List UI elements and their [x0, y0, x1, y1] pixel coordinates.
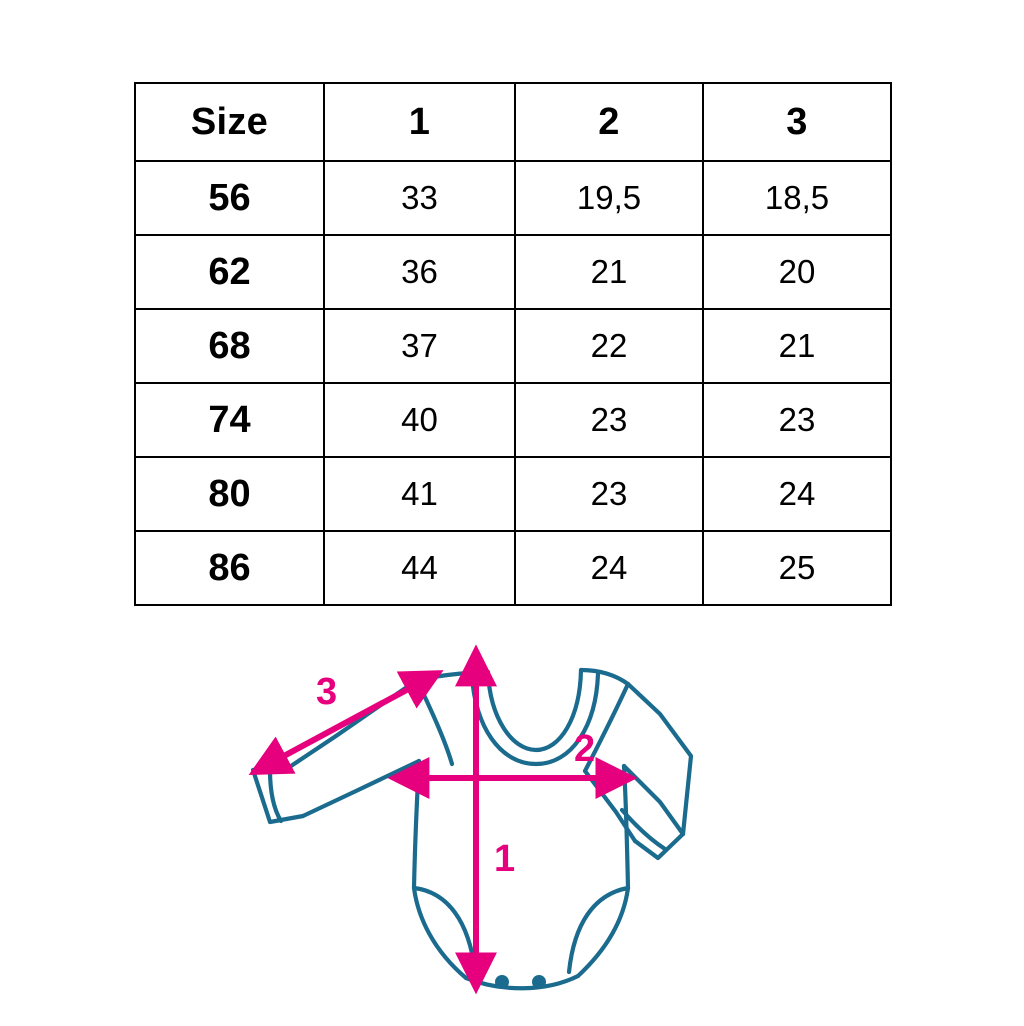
cell-measure-1: 44	[323, 530, 516, 606]
cell-measure-3: 24	[702, 456, 892, 532]
cell-measure-2: 24	[514, 530, 704, 606]
cell-measure-2: 19,5	[514, 160, 704, 236]
cell-size: 80	[134, 456, 325, 532]
cell-size: 68	[134, 308, 325, 384]
table-row: 62 36 21 20	[134, 234, 892, 310]
snap-buttons	[495, 975, 546, 989]
right-shoulder-top	[578, 667, 631, 687]
table-row: 56 33 19,5 18,5	[134, 160, 892, 236]
crotch-bottom-edge	[463, 973, 581, 991]
measure-label-chest: 2	[574, 728, 595, 770]
size-table-container: Size 1 2 3 56 33 19,5 18,5 62 36 21 20	[134, 82, 892, 606]
cell-measure-2: 22	[514, 308, 704, 384]
cell-size: 56	[134, 160, 325, 236]
body-left-side	[411, 758, 422, 891]
left-leg-opening-outer	[411, 885, 469, 981]
cell-measure-2: 23	[514, 456, 704, 532]
cell-measure-3: 25	[702, 530, 892, 606]
cell-size: 74	[134, 382, 325, 458]
bodysuit-outline	[250, 667, 694, 991]
cell-measure-3: 23	[702, 382, 892, 458]
cell-measure-3: 18,5	[702, 160, 892, 236]
garment-measurement-diagram: 1 2 3	[236, 626, 716, 1026]
left-sleeve-under-edge	[300, 758, 422, 819]
cell-measure-2: 21	[514, 234, 704, 310]
right-cuff-fold	[619, 807, 668, 852]
cell-size: 86	[134, 530, 325, 606]
cell-measure-1: 40	[323, 382, 516, 458]
measure-label-length: 1	[494, 838, 515, 880]
left-cuff-fold	[267, 767, 284, 824]
left-raglan-seam	[414, 677, 455, 767]
table-row: 68 37 22 21	[134, 308, 892, 384]
right-leg-opening-outer	[575, 885, 631, 979]
neckline-outer	[485, 667, 584, 753]
right-sleeve-cuff	[632, 831, 686, 861]
cell-size: 62	[134, 234, 325, 310]
column-header-size: Size	[134, 82, 325, 162]
cell-measure-1: 37	[323, 308, 516, 384]
measurement-arrows	[248, 644, 638, 995]
table-row: 74 40 23 23	[134, 382, 892, 458]
size-table: Size 1 2 3 56 33 19,5 18,5 62 36 21 20	[134, 82, 892, 606]
snap-button-1	[495, 975, 509, 989]
cell-measure-1: 41	[323, 456, 516, 532]
column-header-m3: 3	[702, 82, 892, 162]
measure-arrow-sleeve	[248, 670, 444, 775]
cell-measure-1: 36	[323, 234, 516, 310]
cell-measure-3: 20	[702, 234, 892, 310]
column-header-m1: 1	[323, 82, 516, 162]
measure-label-sleeve: 3	[316, 671, 337, 713]
table-row: 86 44 24 25	[134, 530, 892, 606]
cell-measure-3: 21	[702, 308, 892, 384]
right-sleeve-outer-edge	[625, 681, 694, 837]
cell-measure-1: 33	[323, 160, 516, 236]
right-leg-opening-inner	[566, 885, 631, 975]
column-header-m2: 2	[514, 82, 704, 162]
snap-button-2	[532, 975, 546, 989]
cell-measure-2: 23	[514, 382, 704, 458]
table-row: 80 41 23 24	[134, 456, 892, 532]
table-header-row: Size 1 2 3	[134, 82, 892, 162]
